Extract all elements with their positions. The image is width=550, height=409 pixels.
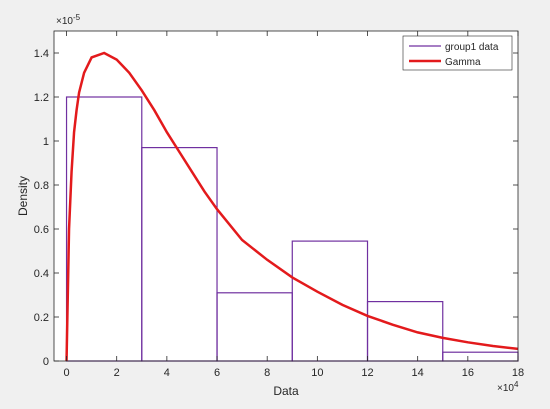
x-tick-label: 6 (214, 367, 220, 379)
x-axis-ticks: 0 2 4 6 8 10 12 14 16 18 (63, 31, 524, 379)
x-tick-label: 0 (63, 367, 69, 379)
x-tick-label: 16 (462, 367, 474, 379)
x-tick-label: 8 (264, 367, 270, 379)
y-tick-label: 1.4 (34, 48, 49, 60)
y-tick-label: 0.2 (34, 312, 49, 324)
y-tick-label: 0 (43, 356, 49, 368)
x-axis-label: Data (273, 384, 299, 398)
x-tick-label: 4 (164, 367, 170, 379)
y-exponent-power: -5 (73, 13, 81, 22)
y-exponent: ×10-5 (56, 13, 81, 27)
axes-box (53, 30, 519, 362)
x-exponent: ×104 (497, 380, 519, 394)
legend-histogram-label: group1 data (445, 42, 499, 53)
legend: group1 data Gamma (402, 35, 513, 71)
y-tick-label: 1.2 (34, 92, 49, 104)
y-exponent-base: ×10 (56, 16, 73, 27)
legend-gamma-label: Gamma (445, 57, 481, 68)
gamma-curve-line (65, 51, 519, 362)
y-tick-label: 1 (43, 136, 49, 148)
x-exponent-base: ×10 (497, 383, 514, 394)
axes-background (54, 31, 518, 361)
x-tick-label: 2 (114, 367, 120, 379)
x-tick-label: 12 (361, 367, 373, 379)
y-axis-ticks: 0 0.2 0.4 0.6 0.8 1 1.2 1.4 (34, 48, 518, 368)
y-tick-label: 0.4 (34, 268, 49, 280)
x-tick-label: 14 (412, 367, 424, 379)
legend-box (402, 35, 513, 71)
x-tick-label: 10 (311, 367, 323, 379)
y-tick-label: 0.6 (34, 224, 49, 236)
x-tick-label: 18 (512, 367, 524, 379)
y-tick-label: 0.8 (34, 180, 49, 192)
x-exponent-power: 4 (514, 380, 519, 389)
y-axis-label: Density (16, 176, 30, 216)
